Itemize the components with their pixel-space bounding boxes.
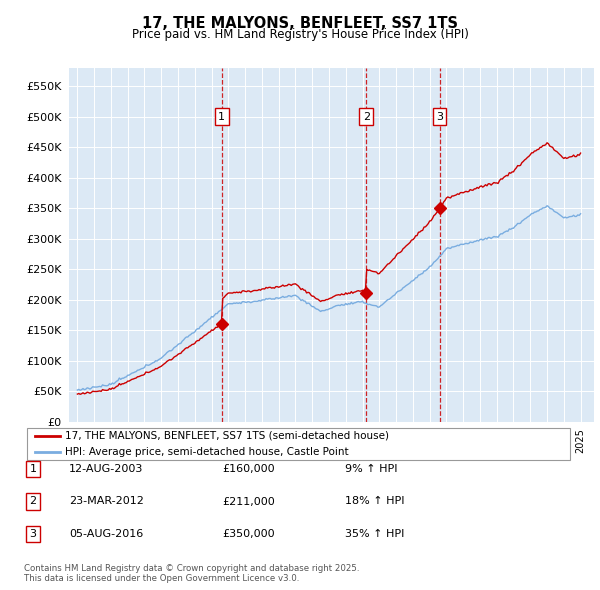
Text: 23-MAR-2012: 23-MAR-2012 [69,497,144,506]
Text: 17, THE MALYONS, BENFLEET, SS7 1TS (semi-detached house): 17, THE MALYONS, BENFLEET, SS7 1TS (semi… [65,431,389,441]
Text: £211,000: £211,000 [222,497,275,506]
FancyBboxPatch shape [27,428,571,460]
Text: 3: 3 [29,529,37,539]
Text: Price paid vs. HM Land Registry's House Price Index (HPI): Price paid vs. HM Land Registry's House … [131,28,469,41]
Text: 1: 1 [29,464,37,474]
Text: 1: 1 [218,112,226,122]
Text: 05-AUG-2016: 05-AUG-2016 [69,529,143,539]
Text: £350,000: £350,000 [222,529,275,539]
Text: 35% ↑ HPI: 35% ↑ HPI [345,529,404,539]
Text: Contains HM Land Registry data © Crown copyright and database right 2025.
This d: Contains HM Land Registry data © Crown c… [24,563,359,583]
Text: HPI: Average price, semi-detached house, Castle Point: HPI: Average price, semi-detached house,… [65,447,349,457]
Text: 9% ↑ HPI: 9% ↑ HPI [345,464,398,474]
Text: 18% ↑ HPI: 18% ↑ HPI [345,497,404,506]
Text: 3: 3 [436,112,443,122]
Text: 2: 2 [29,497,37,506]
Text: 12-AUG-2003: 12-AUG-2003 [69,464,143,474]
Text: 17, THE MALYONS, BENFLEET, SS7 1TS: 17, THE MALYONS, BENFLEET, SS7 1TS [142,16,458,31]
Text: 2: 2 [362,112,370,122]
Text: £160,000: £160,000 [222,464,275,474]
